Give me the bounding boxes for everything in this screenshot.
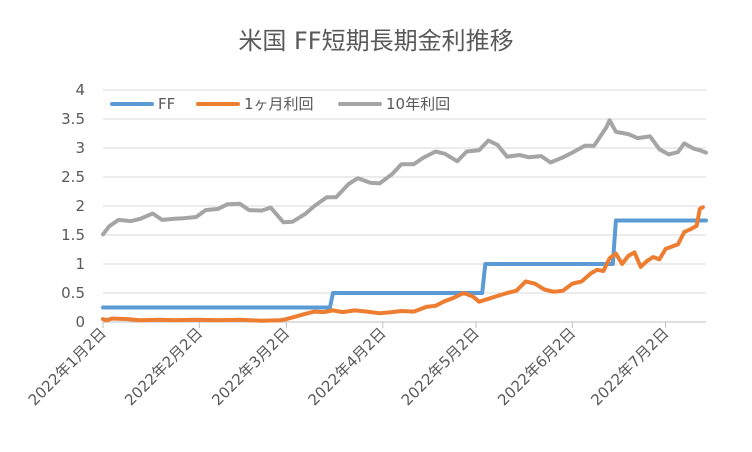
y-tick-label: 3 <box>75 139 85 157</box>
series-line-2 <box>101 205 705 323</box>
legend: FF 1ヶ月利回 10年利回 <box>110 95 450 113</box>
legend-label: FF <box>158 95 175 113</box>
y-axis-ticks: 0 0.5 1 1.5 2 2.5 3 3.5 4 <box>61 81 85 331</box>
legend-label: 1ヶ月利回 <box>244 95 314 113</box>
y-tick-label: 3.5 <box>61 110 85 128</box>
y-tick-label: 1.5 <box>61 226 85 244</box>
y-tick-label: 2 <box>75 197 85 215</box>
y-tick-label: 2.5 <box>61 168 85 186</box>
series-line-1 <box>101 218 708 310</box>
gridlines <box>103 89 706 323</box>
y-tick-label: 0.5 <box>61 284 85 302</box>
y-tick-label: 0 <box>75 313 85 331</box>
series-lines <box>101 118 708 323</box>
chart-title: 米国 FF短期長期金利推移 <box>238 27 513 55</box>
series-line-3 <box>101 118 708 237</box>
y-tick-label: 4 <box>75 81 85 99</box>
legend-label: 10年利回 <box>386 95 450 113</box>
y-tick-label: 1 <box>75 255 85 273</box>
